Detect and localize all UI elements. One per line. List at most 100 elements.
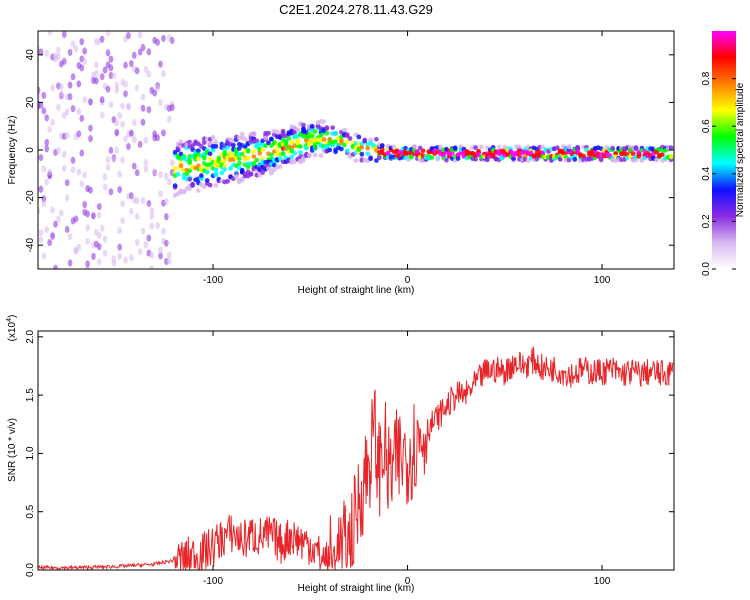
spectrogram-cell xyxy=(654,157,659,163)
colorbar-label: Normalized spectral amplitude xyxy=(735,82,746,217)
y-tick-label: 0.0 xyxy=(25,563,36,577)
x-tick-label: 0 xyxy=(405,275,411,286)
spectrogram-cell xyxy=(266,130,271,136)
spectrogram-cell xyxy=(91,252,96,261)
spectrogram-cell xyxy=(452,145,458,151)
spectrogram-cell xyxy=(123,80,128,88)
spectrogram-cell xyxy=(59,83,64,91)
x-tick-label: 100 xyxy=(594,576,611,587)
spectrogram-cell xyxy=(41,195,47,203)
spectrogram-cell xyxy=(158,99,163,107)
y-tick-label: 0.5 xyxy=(25,504,36,518)
spectrogram-cell xyxy=(102,173,108,181)
spectrogram-cell xyxy=(201,155,207,161)
colorbar-tick-label: 0.8 xyxy=(701,71,712,85)
spectrogram-cell xyxy=(158,190,163,198)
x-tick-label: 100 xyxy=(594,275,611,286)
spectrogram-cell xyxy=(123,61,128,69)
spectrogram-cell xyxy=(435,156,441,162)
spectrogram-cell xyxy=(108,188,114,196)
spectrogram-cell xyxy=(61,150,67,158)
spectrogram-cell xyxy=(70,166,76,174)
spectrogram-cell xyxy=(245,164,251,170)
spectrogram-cell xyxy=(134,212,140,220)
spectrogram-cell xyxy=(79,114,85,122)
spectrogram-cell xyxy=(155,222,160,230)
spectrogram-cell xyxy=(94,69,99,77)
spectrogram-cell xyxy=(280,128,286,134)
colorbar-tick-label: 0.2 xyxy=(701,214,712,228)
spectrogram-cell xyxy=(377,155,382,161)
spectrogram-cell xyxy=(251,148,257,154)
spectrogram-cell xyxy=(114,81,120,89)
y-tick-label: 0 xyxy=(25,147,36,153)
spectrogram-cell xyxy=(149,212,155,220)
spectrogram-cell xyxy=(59,209,64,217)
spectrogram-cell xyxy=(575,149,581,154)
spectrogram-cell xyxy=(143,136,149,144)
spectrogram-cell xyxy=(56,146,61,155)
spectrogram-cell xyxy=(359,141,365,147)
spectrogram-cell xyxy=(274,147,280,152)
spectrogram-cell xyxy=(114,119,120,127)
spectrogram-cell xyxy=(359,151,365,157)
spectrogram-cell xyxy=(324,125,330,130)
spectrogram-cell xyxy=(169,159,175,167)
spectrogram-cell xyxy=(41,252,47,260)
spectrogram-cell xyxy=(222,167,228,172)
spectrogram-cells xyxy=(38,31,674,269)
spectrogram-cell xyxy=(309,156,315,161)
spectrogram-cell xyxy=(47,31,53,36)
spectrogram-cell xyxy=(412,144,417,149)
spectrogram-cell xyxy=(96,258,102,266)
spectrogram-cell xyxy=(260,147,265,153)
spectrogram-cell xyxy=(225,145,230,150)
spectrogram-cell xyxy=(164,197,169,206)
spectrogram-cell xyxy=(277,156,283,162)
spectrogram-cell xyxy=(158,246,163,254)
spectrogram-cell xyxy=(105,31,111,37)
spectrogram-cell xyxy=(120,156,125,164)
spectrogram-cell xyxy=(129,254,134,262)
spectrogram-cell xyxy=(88,98,93,106)
spectrogram-cell xyxy=(196,156,201,161)
spectrogram-cell xyxy=(164,239,169,247)
spectrogram-cell xyxy=(82,96,88,104)
spectrogram-cell xyxy=(137,48,143,56)
spectrogram-cell xyxy=(496,144,502,150)
spectrogram-cell xyxy=(102,235,108,243)
spectrogram-cell xyxy=(50,118,55,126)
spectrogram-cell xyxy=(131,162,137,170)
spectrogram-cell xyxy=(149,222,155,230)
spectrogram-cell xyxy=(44,145,50,153)
spectrogram-cell xyxy=(44,138,50,147)
spectrogram-cell xyxy=(140,43,146,52)
spectrogram-cell xyxy=(554,145,560,151)
spectrogram-cell xyxy=(414,149,420,155)
spectrogram-cell xyxy=(444,157,449,163)
spectrogram-cell xyxy=(236,146,242,151)
spectrogram-cell xyxy=(126,31,131,40)
spectrogram-cell xyxy=(187,158,193,163)
spectrogram-cell xyxy=(85,224,90,232)
spectrogram-cell xyxy=(187,176,193,182)
spectrogram-cell xyxy=(117,226,123,235)
spectrogram-cell xyxy=(108,146,114,154)
spectrogram-cell xyxy=(70,73,76,81)
spectrogram-cell xyxy=(76,168,82,176)
spectrogram-cell xyxy=(347,136,353,141)
spectrogram-cell xyxy=(140,93,146,101)
spectrogram-cell xyxy=(365,145,371,151)
spectrogram-cell xyxy=(73,264,79,269)
spectrogram-cell xyxy=(85,260,90,268)
spectrogram-cell xyxy=(239,151,245,157)
spectrogram-cell xyxy=(85,237,90,245)
spectrogram-cell xyxy=(239,131,245,137)
spectrogram-cell xyxy=(225,178,230,184)
spectrogram-cell xyxy=(659,152,665,158)
spectrogram-cell xyxy=(134,67,140,75)
spectrogram-cell xyxy=(146,106,152,114)
spectrogram-cell xyxy=(108,55,114,63)
spectrogram-cell xyxy=(117,252,123,260)
